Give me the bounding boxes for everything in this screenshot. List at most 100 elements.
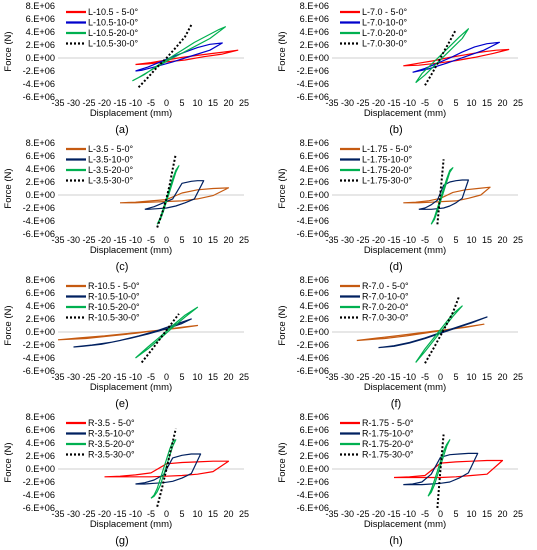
series-line xyxy=(156,428,177,507)
x-tick-label: -20 xyxy=(98,235,111,245)
x-tick-label: -5 xyxy=(147,372,155,382)
y-tick-label: 0.E+00 xyxy=(300,53,329,63)
legend-entry: R-10.5-30-0° xyxy=(88,313,140,323)
x-tick-label: -15 xyxy=(113,98,126,108)
y-tick-label: 0.E+00 xyxy=(300,327,329,337)
x-tick-label: 25 xyxy=(239,372,249,382)
legend-entry: L-1.75-10-0° xyxy=(362,155,413,165)
x-tick-label: -10 xyxy=(403,509,416,519)
y-tick-label: 4.E+06 xyxy=(26,301,55,311)
series-line xyxy=(403,48,510,67)
series-line xyxy=(393,459,504,479)
x-tick-label: 15 xyxy=(208,98,218,108)
x-tick-label: -20 xyxy=(372,509,385,519)
x-tick-label: 25 xyxy=(239,98,249,108)
x-tick-label: 20 xyxy=(497,98,507,108)
y-tick-label: 6.E+06 xyxy=(26,425,55,435)
x-tick-label: -35 xyxy=(51,372,64,382)
y-tick-label: 2.E+06 xyxy=(26,451,55,461)
y-tick-label: 6.E+06 xyxy=(300,14,329,24)
y-tick-label: 0.E+00 xyxy=(300,190,329,200)
x-tick-label: -5 xyxy=(147,509,155,519)
x-tick-label: 20 xyxy=(497,509,507,519)
panel-caption: (d) xyxy=(389,261,402,273)
y-tick-label: 6.E+06 xyxy=(300,151,329,161)
y-tick-label: 8.E+06 xyxy=(26,275,55,285)
x-tick-label: -25 xyxy=(356,372,369,382)
x-tick-label: -10 xyxy=(129,235,142,245)
y-tick-label: -4.E+06 xyxy=(23,216,55,226)
legend-entry: L-7.0-10-0° xyxy=(362,18,408,28)
legend-entry: R-7.0-30-0° xyxy=(362,313,409,323)
series-line xyxy=(156,153,177,228)
x-tick-label: -5 xyxy=(147,235,155,245)
x-tick-label: 0 xyxy=(438,509,443,519)
y-tick-label: 0.E+00 xyxy=(26,53,55,63)
y-tick-label: -6.E+06 xyxy=(23,503,55,513)
y-tick-label: 2.E+06 xyxy=(26,177,55,187)
x-axis-label: Displacement (mm) xyxy=(90,108,172,119)
x-axis-label: Displacement (mm) xyxy=(364,108,446,119)
y-tick-label: -4.E+06 xyxy=(297,216,329,226)
series-line xyxy=(135,453,202,485)
x-tick-label: 5 xyxy=(453,235,458,245)
legend-entry: L-3.5 - 5-0° xyxy=(88,144,134,154)
series-line xyxy=(415,28,469,84)
x-tick-label: 15 xyxy=(482,235,492,245)
legend-entry: R-3.5-30-0° xyxy=(88,450,135,460)
y-tick-label: 6.E+06 xyxy=(300,288,329,298)
series-line xyxy=(424,295,461,364)
x-tick-label: -35 xyxy=(51,509,64,519)
x-tick-label: -30 xyxy=(341,372,354,382)
y-tick-label: -4.E+06 xyxy=(23,79,55,89)
series-line xyxy=(415,305,463,363)
y-tick-label: -2.E+06 xyxy=(297,203,329,213)
x-tick-label: -30 xyxy=(341,509,354,519)
x-tick-label: 20 xyxy=(497,372,507,382)
x-tick-label: -5 xyxy=(421,372,429,382)
legend-entry: R-7.0-10-0° xyxy=(362,292,409,302)
legend-entry: R-3.5 - 5-0° xyxy=(88,418,135,428)
x-tick-label: 25 xyxy=(513,372,523,382)
legend-entry: R-10.5-10-0° xyxy=(88,292,140,302)
y-tick-label: 4.E+06 xyxy=(300,164,329,174)
x-tick-label: 20 xyxy=(497,235,507,245)
x-tick-label: -20 xyxy=(372,98,385,108)
x-tick-label: 15 xyxy=(482,509,492,519)
y-tick-label: -6.E+06 xyxy=(23,366,55,376)
x-tick-label: 10 xyxy=(466,372,476,382)
y-tick-label: -2.E+06 xyxy=(297,340,329,350)
x-tick-label: -5 xyxy=(421,235,429,245)
y-tick-label: -2.E+06 xyxy=(23,340,55,350)
x-tick-label: 0 xyxy=(438,235,443,245)
y-tick-label: 2.E+06 xyxy=(300,177,329,187)
x-tick-label: 5 xyxy=(179,509,184,519)
y-tick-label: -2.E+06 xyxy=(297,477,329,487)
panel-caption: (c) xyxy=(116,261,129,273)
y-tick-label: 4.E+06 xyxy=(300,438,329,448)
panel-caption: (b) xyxy=(389,124,402,136)
y-tick-label: 2.E+06 xyxy=(26,314,55,324)
series-line xyxy=(57,324,199,341)
x-tick-label: 25 xyxy=(513,235,523,245)
x-tick-label: 5 xyxy=(179,98,184,108)
y-axis-label: Force (N) xyxy=(277,442,288,482)
y-axis-label: Force (N) xyxy=(3,168,14,208)
chart-panel: 8.E+06 6.E+06 4.E+06 2.E+06 0.E+00 -2.E+06 -4.… xyxy=(277,1,523,136)
x-tick-label: 0 xyxy=(164,509,169,519)
x-axis-label: Displacement (mm) xyxy=(364,519,446,530)
y-tick-label: 8.E+06 xyxy=(300,275,329,285)
y-tick-label: 2.E+06 xyxy=(300,451,329,461)
x-tick-label: 10 xyxy=(192,372,202,382)
x-tick-label: 5 xyxy=(453,98,458,108)
y-tick-label: 8.E+06 xyxy=(26,138,55,148)
series-line xyxy=(140,313,180,364)
x-tick-label: -30 xyxy=(67,235,80,245)
y-tick-label: -6.E+06 xyxy=(23,92,55,102)
legend-entry: L-10.5-10-0° xyxy=(88,18,139,28)
x-tick-label: 0 xyxy=(164,98,169,108)
series-line xyxy=(436,159,445,225)
series-line xyxy=(137,24,193,88)
y-tick-label: -4.E+06 xyxy=(23,353,55,363)
x-tick-label: 15 xyxy=(482,372,492,382)
